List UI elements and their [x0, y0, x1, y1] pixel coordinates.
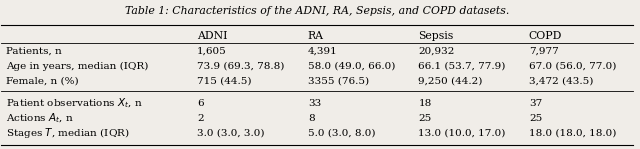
Text: Stages $T$, median (IQR): Stages $T$, median (IQR) [6, 126, 130, 140]
Text: 25: 25 [529, 114, 542, 123]
Text: 2: 2 [197, 114, 204, 123]
Text: RA: RA [308, 31, 324, 41]
Text: 6: 6 [197, 99, 204, 108]
Text: 67.0 (56.0, 77.0): 67.0 (56.0, 77.0) [529, 61, 616, 70]
Text: Sepsis: Sepsis [419, 31, 454, 41]
Text: 58.0 (49.0, 66.0): 58.0 (49.0, 66.0) [308, 61, 395, 70]
Text: Actions $A_t$, n: Actions $A_t$, n [6, 111, 74, 125]
Text: 37: 37 [529, 99, 542, 108]
Text: 3.0 (3.0, 3.0): 3.0 (3.0, 3.0) [197, 129, 265, 138]
Text: 18: 18 [419, 99, 431, 108]
Text: Patient observations $X_t$, n: Patient observations $X_t$, n [6, 96, 143, 110]
Text: COPD: COPD [529, 31, 562, 41]
Text: 8: 8 [308, 114, 314, 123]
Text: 715 (44.5): 715 (44.5) [197, 76, 252, 85]
Text: Age in years, median (IQR): Age in years, median (IQR) [6, 61, 149, 70]
Text: 73.9 (69.3, 78.8): 73.9 (69.3, 78.8) [197, 61, 285, 70]
Text: 1,605: 1,605 [197, 46, 227, 55]
Text: 33: 33 [308, 99, 321, 108]
Text: 20,932: 20,932 [419, 46, 454, 55]
Text: 4,391: 4,391 [308, 46, 337, 55]
Text: 7,977: 7,977 [529, 46, 559, 55]
Text: 3,472 (43.5): 3,472 (43.5) [529, 76, 593, 85]
Text: 5.0 (3.0, 8.0): 5.0 (3.0, 8.0) [308, 129, 375, 138]
Text: 66.1 (53.7, 77.9): 66.1 (53.7, 77.9) [419, 61, 506, 70]
Text: 25: 25 [419, 114, 431, 123]
Text: 18.0 (18.0, 18.0): 18.0 (18.0, 18.0) [529, 129, 616, 138]
Text: ADNI: ADNI [197, 31, 228, 41]
Text: 3355 (76.5): 3355 (76.5) [308, 76, 369, 85]
Text: 9,250 (44.2): 9,250 (44.2) [419, 76, 483, 85]
Text: 13.0 (10.0, 17.0): 13.0 (10.0, 17.0) [419, 129, 506, 138]
Text: Patients, n: Patients, n [6, 46, 62, 55]
Text: Female, n (%): Female, n (%) [6, 76, 79, 85]
Text: Table 1: Characteristics of the ADNI, RA, Sepsis, and COPD datasets.: Table 1: Characteristics of the ADNI, RA… [125, 6, 509, 16]
